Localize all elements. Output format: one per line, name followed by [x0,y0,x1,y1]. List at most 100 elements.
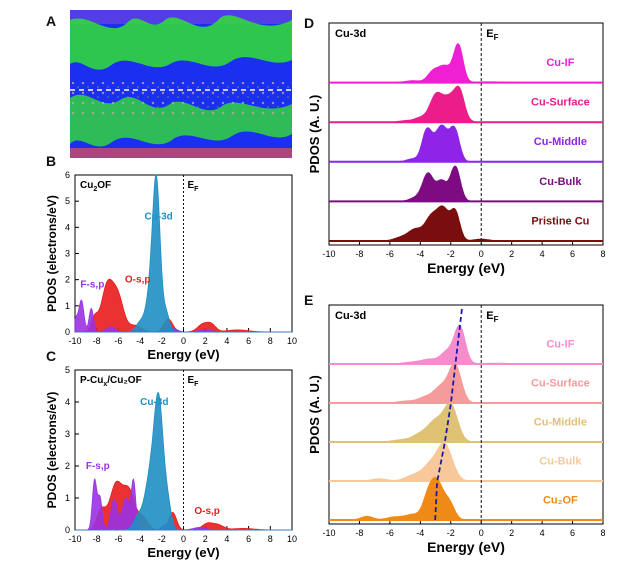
series-label: Cu-Middle [534,417,587,429]
peak-shift-trend-line [434,308,463,523]
charts-layer: -10 -8 -6 -4 -2 0 2 4 6 8 10 0 1 2 3 4 5 6 EF Cu2OF Cu-3d O-s… [45,22,606,560]
series-label: Cu-IF [546,57,574,69]
x-axis-title: Energy (eV) [427,539,505,555]
x-axis-title: Energy (eV) [147,347,219,362]
panel-label-c: C [46,348,56,364]
x-tick-label: -6 [386,528,394,538]
inset-title: Cu-3d [335,310,366,322]
y-tick-label: 5 [65,365,70,375]
series-label: Cu-Surface [531,378,590,390]
x-tick-label: 2 [203,336,208,346]
y-tick-label: 0 [65,525,70,535]
x-tick-label: -2 [158,336,166,346]
x-tick-label: -2 [447,249,455,259]
inset-title: Cu2OF [80,180,111,193]
series-label: Cu-Middle [534,136,587,148]
bottom-layer [70,148,292,158]
y-tick-label: 3 [65,249,70,259]
y-axis-title: PDOS (electrons/eV) [45,195,59,312]
x-tick-label: 0 [479,528,484,538]
x-tick-label: -6 [114,336,122,346]
panel-e-chart: -10 -8 -6 -4 -2 0 2 4 6 8 Cu-IF Cu-Surface Cu-Middle… [307,304,606,555]
series-label: F-s,p [86,461,110,472]
series-label: Cu-3d [144,211,172,222]
x-tick-label: 8 [268,534,273,544]
x-tick-label: -4 [136,534,144,544]
x-tick-label: 10 [287,534,297,544]
x-tick-label: -8 [93,336,101,346]
y-axis-title: PDOS (A. U.) [307,95,322,174]
x-tick-label: -10 [322,249,335,259]
x-tick-label: -4 [136,336,144,346]
y-axis-title: PDOS (electrons/eV) [45,392,59,509]
x-tick-label: -6 [386,249,394,259]
x-tick-label: 8 [600,528,605,538]
y-tick-label: 2 [65,461,70,471]
panel-a-structure-image [70,10,292,158]
panel-label-e: E [304,292,313,308]
x-tick-label: -10 [68,534,81,544]
panel-d-chart: -10 -8 -6 -4 -2 0 2 4 6 8 Cu-IF Cu-Surface Cu-Middle… [307,22,606,276]
y-tick-label: 5 [65,196,70,206]
y-tick-label: 2 [65,275,70,285]
x-tick-label: 0 [479,249,484,259]
y-tick-label: 1 [65,493,70,503]
x-tick-label: 6 [570,528,575,538]
atoms-texture [70,82,292,118]
series-label: Cu-Bulk [539,176,582,188]
y-axis-title: PDOS (A. U.) [307,375,322,454]
x-tick-label: -10 [68,336,81,346]
x-tick-label: 10 [287,336,297,346]
x-axis-title: Energy (eV) [147,545,219,560]
plot-frame [328,22,604,246]
y-tick-label: 4 [65,397,70,407]
y-tick-label: 4 [65,222,70,232]
x-tick-label: 4 [224,534,229,544]
x-tick-label: -6 [114,534,122,544]
series-label: Cu-3d [140,397,168,408]
x-tick-label: -8 [355,528,363,538]
x-tick-label: 0 [181,336,186,346]
fermi-level-label: EF [188,375,200,388]
x-tick-label: 8 [268,336,273,346]
x-tick-label: 6 [570,249,575,259]
y-tick-label: 3 [65,429,70,439]
x-tick-label: 4 [540,249,545,259]
inset-title: Cu-3d [335,28,366,40]
x-tick-label: -8 [93,534,101,544]
series-label: Cu₂OF [543,495,578,507]
x-tick-label: 4 [224,336,229,346]
panel-label-a: A [46,13,56,29]
panel-b-chart: -10 -8 -6 -4 -2 0 2 4 6 8 10 0 1 2 3 4 5 6 EF Cu2OF Cu-3d O-s… [45,170,297,362]
x-tick-label: 8 [600,249,605,259]
x-tick-label: 6 [246,336,251,346]
series-label: Cu-Bulk [539,456,582,468]
inset-title: P-Cux/Cu₂OF [80,375,142,388]
x-tick-label: -4 [416,249,424,259]
x-tick-label: 2 [203,534,208,544]
fermi-level-label: EF [486,28,498,42]
x-axis-title: Energy (eV) [427,260,505,276]
series-label: Cu-IF [546,339,574,351]
panel-label-d: D [304,15,314,31]
y-tick-label: 0 [65,327,70,337]
x-tick-label: -10 [322,528,335,538]
series-label: O-s,p [194,506,220,517]
x-tick-label: -4 [416,528,424,538]
x-tick-label: -2 [158,534,166,544]
x-tick-label: 2 [509,528,514,538]
x-tick-label: -2 [447,528,455,538]
panel-label-b: B [46,153,56,169]
series-area-cu-3d [75,391,292,531]
x-tick-label: 4 [540,528,545,538]
series-label: Pristine Cu [531,215,589,227]
iso-green-upper [70,15,292,70]
x-tick-label: 0 [181,534,186,544]
panel-c-chart: -10 -8 -6 -4 -2 0 2 4 6 8 10 0 1 2 3 4 5 EF P-Cux/Cu₂OF Cu-… [45,365,297,560]
fermi-level-label: EF [486,310,498,324]
x-tick-label: 6 [246,534,251,544]
x-tick-label: 2 [509,249,514,259]
series-label: O-s,p [125,274,151,285]
y-tick-label: 6 [65,170,70,180]
